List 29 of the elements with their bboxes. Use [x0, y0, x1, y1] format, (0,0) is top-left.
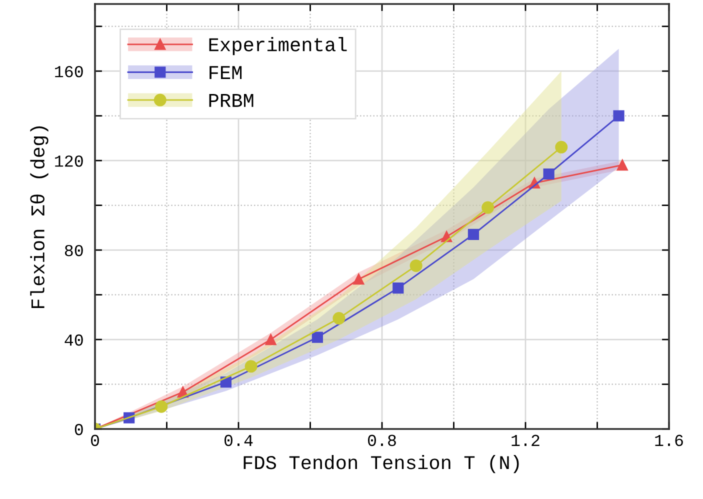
point: [265, 334, 276, 346]
point: [468, 228, 480, 240]
point: [353, 274, 364, 285]
point: [312, 332, 323, 343]
legend-label: FEM: [210, 66, 242, 79]
legend-label: PRBM: [209, 94, 254, 107]
point: [410, 259, 422, 272]
y-tick-label: 80: [64, 244, 83, 256]
y-tick-label: 0: [74, 424, 83, 436]
x-tick-label: 1.6: [655, 434, 683, 446]
point: [616, 159, 628, 171]
point: [332, 312, 346, 325]
x-axis-title: FDS Tendon Tension T (N): [244, 454, 519, 474]
point: [555, 140, 568, 154]
legend-label: Experimental: [209, 37, 347, 56]
point: [244, 360, 258, 373]
point: [392, 282, 404, 294]
point: [482, 201, 494, 214]
x-tick-label: 0.4: [224, 434, 253, 446]
point: [543, 168, 554, 180]
x-tick-label: 1.2: [512, 434, 540, 446]
point: [613, 110, 624, 122]
y-axis-title: Flexion Σθ (deg): [30, 126, 48, 308]
y-tick-label: 40: [64, 334, 83, 346]
y-tick-label: 160: [55, 66, 83, 78]
x-tick-label: 0.8: [368, 434, 396, 446]
y-tick-label: 120: [55, 155, 83, 167]
point: [155, 400, 168, 413]
x-tick-label: 0: [91, 434, 99, 446]
